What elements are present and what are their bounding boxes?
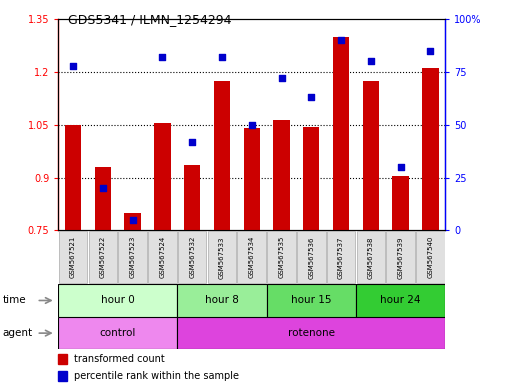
Text: GSM567523: GSM567523 xyxy=(129,236,135,278)
Text: hour 24: hour 24 xyxy=(380,295,420,306)
Point xyxy=(277,75,285,81)
FancyBboxPatch shape xyxy=(178,232,206,283)
Text: hour 15: hour 15 xyxy=(290,295,331,306)
Bar xyxy=(184,165,200,230)
Bar xyxy=(94,167,111,230)
Point xyxy=(98,185,107,191)
Point xyxy=(426,48,434,54)
Text: hour 8: hour 8 xyxy=(205,295,238,306)
FancyBboxPatch shape xyxy=(58,317,177,349)
Text: rotenone: rotenone xyxy=(287,328,334,338)
FancyBboxPatch shape xyxy=(326,232,355,283)
Text: GSM567538: GSM567538 xyxy=(367,236,373,278)
Point xyxy=(247,122,256,128)
Text: GSM567536: GSM567536 xyxy=(308,236,314,278)
FancyBboxPatch shape xyxy=(58,284,177,317)
FancyBboxPatch shape xyxy=(207,232,236,283)
Bar xyxy=(273,119,289,230)
Point xyxy=(336,37,344,43)
Bar xyxy=(58,354,67,364)
Bar xyxy=(213,81,230,230)
Text: GSM567537: GSM567537 xyxy=(337,236,343,278)
Text: GSM567535: GSM567535 xyxy=(278,236,284,278)
Point xyxy=(396,164,404,170)
Point xyxy=(128,217,136,223)
FancyBboxPatch shape xyxy=(237,232,266,283)
Bar xyxy=(302,127,319,230)
FancyBboxPatch shape xyxy=(267,232,295,283)
Text: time: time xyxy=(3,295,26,305)
Bar xyxy=(65,125,81,230)
FancyBboxPatch shape xyxy=(415,232,444,283)
Point xyxy=(69,63,77,69)
Text: GSM567540: GSM567540 xyxy=(427,236,433,278)
Point xyxy=(218,54,226,60)
FancyBboxPatch shape xyxy=(88,232,117,283)
Point xyxy=(158,54,166,60)
Text: GSM567532: GSM567532 xyxy=(189,236,195,278)
FancyBboxPatch shape xyxy=(355,284,444,317)
FancyBboxPatch shape xyxy=(266,284,355,317)
Text: GSM567521: GSM567521 xyxy=(70,236,76,278)
FancyBboxPatch shape xyxy=(59,232,87,283)
Text: GSM567522: GSM567522 xyxy=(99,236,106,278)
Bar xyxy=(332,37,348,230)
FancyBboxPatch shape xyxy=(148,232,176,283)
Point xyxy=(307,94,315,101)
Bar xyxy=(392,176,408,230)
Bar xyxy=(154,123,170,230)
Text: agent: agent xyxy=(3,328,33,338)
Text: GSM567524: GSM567524 xyxy=(159,236,165,278)
FancyBboxPatch shape xyxy=(177,284,266,317)
Text: GSM567534: GSM567534 xyxy=(248,236,254,278)
Text: transformed count: transformed count xyxy=(74,354,164,364)
Bar xyxy=(243,128,260,230)
Text: GSM567539: GSM567539 xyxy=(397,236,403,278)
Text: control: control xyxy=(99,328,136,338)
FancyBboxPatch shape xyxy=(356,232,384,283)
Point xyxy=(366,58,374,65)
FancyBboxPatch shape xyxy=(296,232,325,283)
Bar xyxy=(124,213,140,230)
FancyBboxPatch shape xyxy=(118,232,146,283)
Text: percentile rank within the sample: percentile rank within the sample xyxy=(74,371,238,381)
Text: GSM567533: GSM567533 xyxy=(219,236,225,278)
Bar xyxy=(58,371,67,381)
Text: hour 0: hour 0 xyxy=(100,295,134,306)
Bar xyxy=(421,68,438,230)
Bar xyxy=(362,81,378,230)
Point xyxy=(188,139,196,145)
FancyBboxPatch shape xyxy=(385,232,414,283)
Text: GDS5341 / ILMN_1254294: GDS5341 / ILMN_1254294 xyxy=(68,13,231,26)
FancyBboxPatch shape xyxy=(177,317,444,349)
